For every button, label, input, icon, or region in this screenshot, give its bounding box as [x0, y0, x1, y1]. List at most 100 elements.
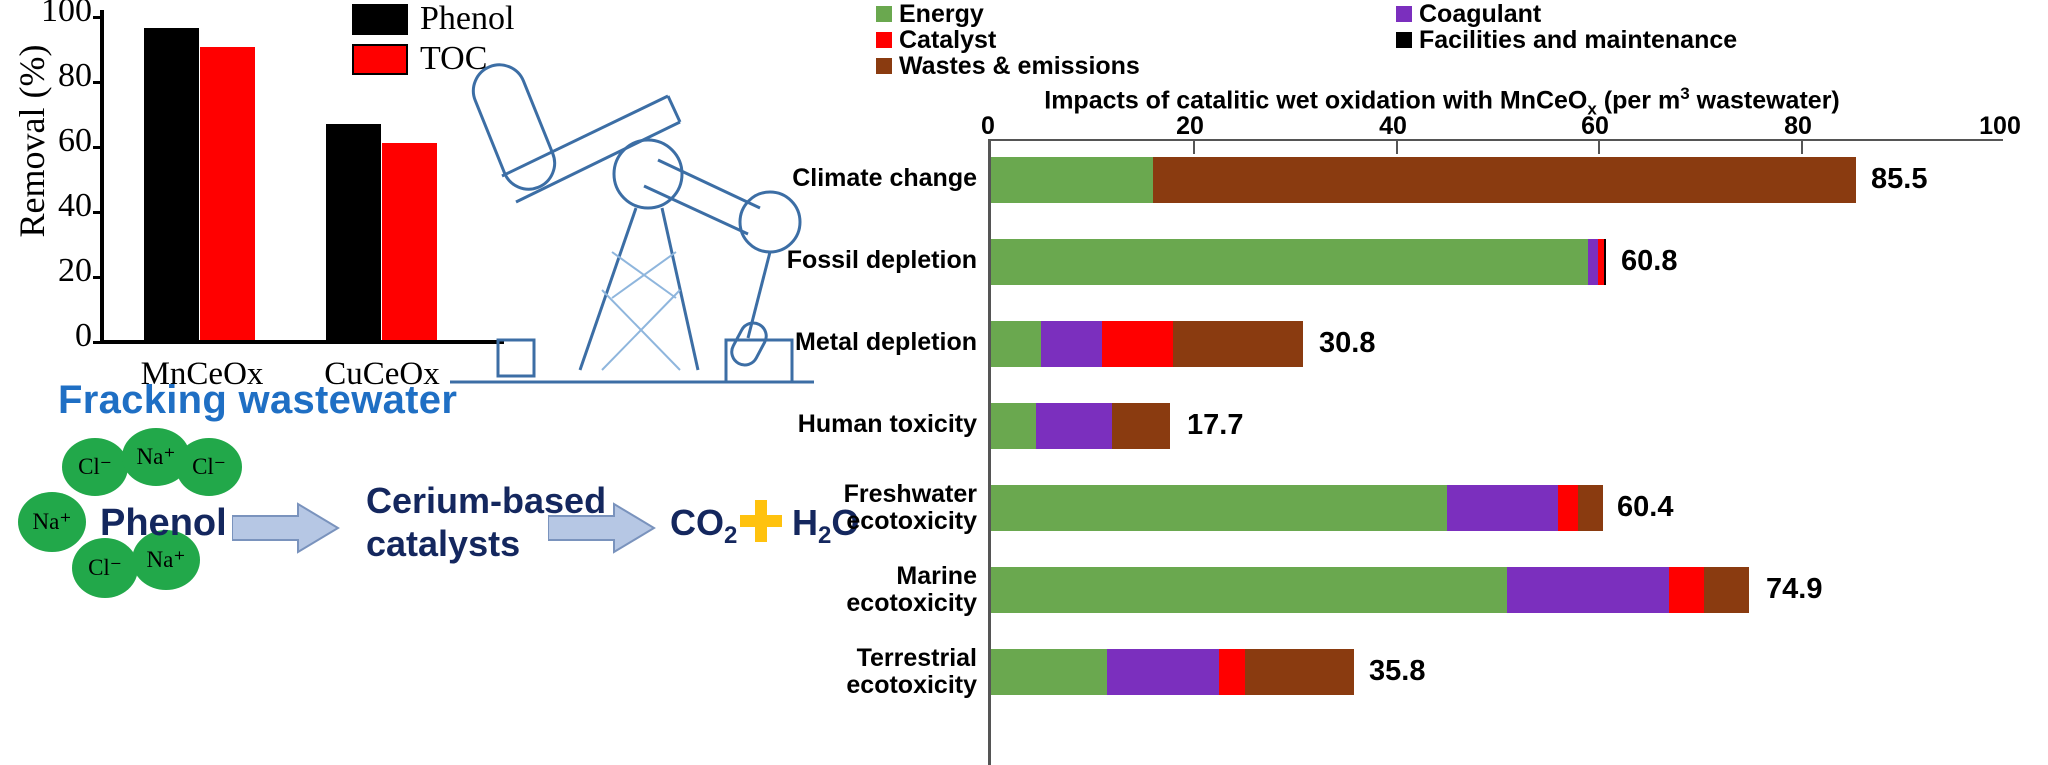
segment-energy — [991, 649, 1107, 695]
axis-tick — [93, 81, 104, 84]
legend-swatch-wastes — [876, 58, 892, 74]
segment-catalyst — [1102, 321, 1173, 367]
bar-mnceox-toc — [200, 47, 255, 340]
product-h2o-h: H — [792, 502, 818, 543]
product-h2o: H2O — [792, 504, 859, 549]
axis-tick — [1598, 141, 1600, 154]
bar-value-human-toxicity: 17.7 — [1187, 409, 1244, 441]
segment-wastes — [1245, 649, 1354, 695]
pumpjack-svg — [450, 63, 814, 384]
category-label-marine-ecotoxicity: Marine ecotoxicity — [846, 563, 977, 617]
bar-mnceox-phenol — [144, 28, 199, 340]
ion-chloride: Cl⁻ — [62, 438, 128, 496]
removal-bar-chart: Removal (%) 100 80 60 40 20 0 MnCeOx CuC… — [0, 0, 660, 460]
axis-tick — [1801, 141, 1803, 154]
category-label-terrestrial-ecotoxicity: Terrestrial ecotoxicity — [846, 645, 977, 699]
legend-item-facilities: Facilities and maintenance — [1396, 28, 1737, 53]
removal-y-tick-labels: 100 80 60 40 20 0 — [0, 0, 92, 354]
segment-wastes — [1704, 567, 1749, 613]
legend-label-energy: Energy — [899, 0, 984, 28]
x-tick-100: 100 — [1979, 112, 2021, 140]
bar-value-metal-depletion: 30.8 — [1319, 327, 1376, 359]
plus-icon — [738, 498, 784, 549]
y-tick: 100 — [41, 0, 92, 29]
removal-legend: Phenol TOC — [352, 2, 582, 82]
arrow-2 — [547, 502, 656, 559]
legend-item-toc: TOC — [352, 42, 582, 76]
legend-label-facilities: Facilities and maintenance — [1419, 26, 1738, 54]
lca-legend: Energy Catalyst Wastes & emissions Coagu… — [876, 0, 2048, 79]
y-tick: 0 — [75, 317, 92, 354]
x-tick-0: 0 — [981, 112, 995, 140]
bar-value-freshwater-ecotoxicity: 60.4 — [1617, 491, 1674, 523]
axis-tick — [93, 16, 104, 19]
lca-title-main: Impacts of catalitic wet oxidation with … — [1044, 86, 1588, 115]
stacked-bar-climate-change — [991, 157, 1856, 203]
x-tick-40: 40 — [1379, 112, 1407, 140]
y-tick: 20 — [58, 252, 92, 289]
segment-wastes — [1153, 157, 1856, 203]
stacked-bar-human-toxicity — [991, 403, 1170, 449]
segment-catalyst — [1598, 239, 1604, 285]
stacked-bar-metal-depletion — [991, 321, 1303, 367]
segment-coagulant — [1041, 321, 1102, 367]
reactant-phenol: Phenol — [100, 502, 227, 544]
legend-item-phenol: Phenol — [352, 2, 582, 36]
segment-energy — [991, 485, 1447, 531]
lca-plot-area: Climate change 85.5 Fossil depletion 60.… — [787, 139, 2003, 765]
product-h2o-o: O — [831, 502, 860, 543]
segment-energy — [991, 567, 1507, 613]
product-h2o-subscript: 2 — [818, 522, 832, 550]
lca-x-axis-tick-labels: 0 20 40 60 80 100 — [981, 112, 2048, 140]
arrow-1 — [231, 502, 340, 559]
product-co2-text: CO — [670, 502, 724, 543]
category-label-freshwater-ecotoxicity: Freshwater ecotoxicity — [844, 481, 977, 535]
lca-title-subscript: x — [1587, 99, 1597, 119]
axis-tick — [93, 146, 104, 149]
legend-swatch-facilities — [1396, 32, 1412, 48]
bar-cuceox-toc — [382, 143, 437, 340]
lca-title-mid: (per m — [1596, 86, 1681, 115]
ion-chloride: Cl⁻ — [176, 438, 242, 496]
ion-sodium: Na⁺ — [18, 492, 86, 552]
segment-energy — [991, 321, 1041, 367]
catalyst-label-line1: Cerium-based — [366, 480, 607, 521]
legend-swatch-catalyst — [876, 32, 892, 48]
reaction-scheme: Cl⁻ Na⁺ Cl⁻ Na⁺ Cl⁻ Na⁺ Phenol Cerium-ba… — [0, 420, 859, 763]
legend-label-toc: TOC — [420, 40, 488, 77]
segment-facilities — [1604, 239, 1606, 285]
y-tick: 40 — [58, 187, 92, 224]
legend-label-wastes: Wastes & emissions — [899, 52, 1140, 80]
segment-wastes — [1173, 321, 1303, 367]
x-tick-80: 80 — [1784, 112, 1812, 140]
x-tick-cuceox: CuCeOx — [324, 356, 440, 392]
x-tick-mnceox: MnCeOx — [140, 356, 264, 392]
bar-value-terrestrial-ecotoxicity: 35.8 — [1369, 655, 1426, 687]
bar-value-fossil-depletion: 60.8 — [1621, 245, 1678, 277]
removal-plot-area: MnCeOx CuCeOx — [93, 10, 504, 392]
legend-swatch-phenol — [352, 3, 408, 35]
legend-label-coagulant: Coagulant — [1419, 0, 1542, 28]
stacked-bar-marine-ecotoxicity — [991, 567, 1749, 613]
legend-item-energy: Energy — [876, 2, 1140, 27]
y-tick: 80 — [58, 57, 92, 94]
segment-energy — [991, 239, 1588, 285]
lca-title-superscript: 3 — [1680, 84, 1690, 103]
stacked-bar-freshwater-ecotoxicity — [991, 485, 1603, 531]
segment-coagulant — [1107, 649, 1219, 695]
product-co2-subscript: 2 — [724, 522, 738, 550]
arrow-2-icon — [547, 502, 656, 554]
axis-tick — [93, 341, 104, 344]
pumpjack-illustration — [430, 40, 830, 420]
ion-sodium: Na⁺ — [132, 530, 200, 590]
legend-swatch-coagulant — [1396, 6, 1412, 22]
legend-swatch-energy — [876, 6, 892, 22]
category-label-human-toxicity: Human toxicity — [797, 410, 977, 438]
x-tick-60: 60 — [1581, 112, 1609, 140]
segment-catalyst — [1558, 485, 1578, 531]
arrow-1-icon — [231, 502, 340, 554]
product-co2: CO2 — [670, 504, 737, 549]
axis-tick — [93, 276, 104, 279]
bar-cuceox-phenol — [326, 124, 381, 340]
segment-coagulant — [1447, 485, 1558, 531]
